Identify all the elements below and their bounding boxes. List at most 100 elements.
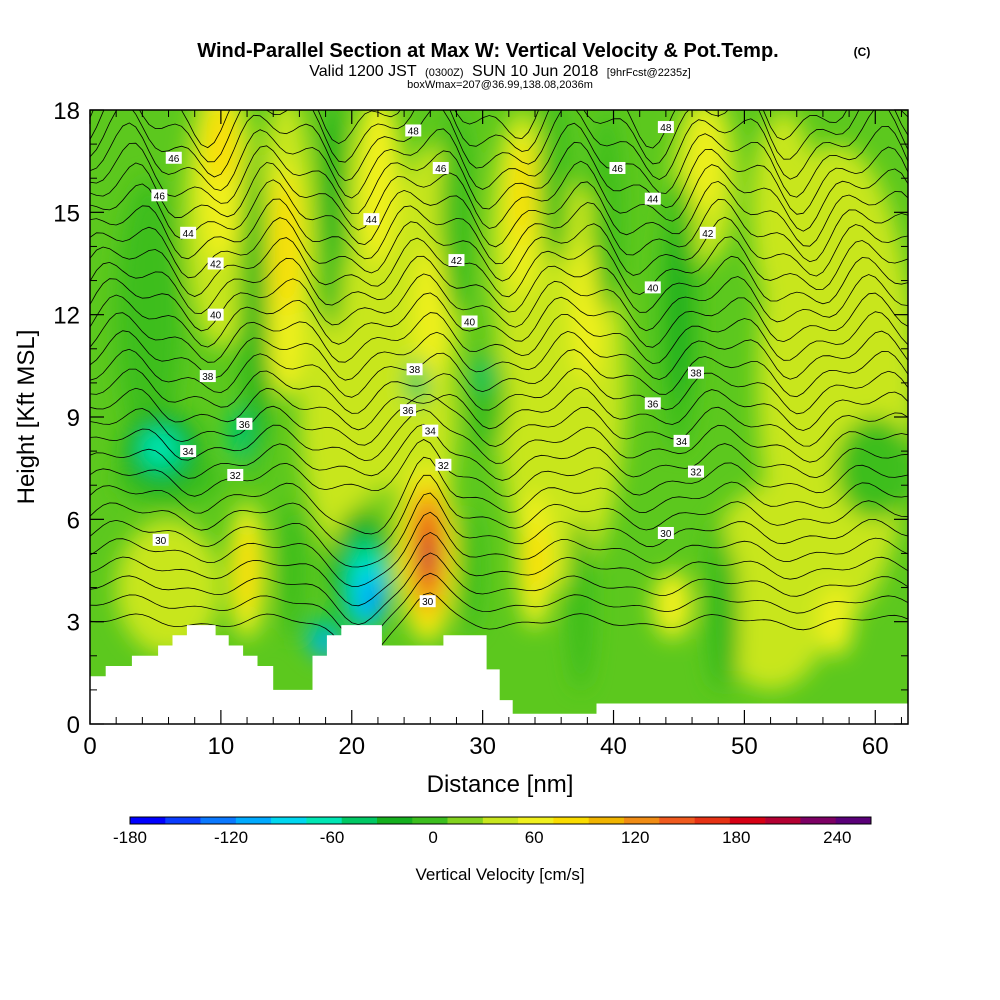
colorbar-swatch	[341, 817, 378, 824]
theta-contour-line	[90, 423, 908, 481]
theta-contour-line	[90, 110, 908, 182]
theta-contour-line	[90, 110, 908, 165]
contour-label: 38	[687, 366, 704, 380]
theta-contour-line	[90, 531, 908, 607]
plot-area: 48 48 46 46 46 46 44 44 44 42 42 42 40 40 40 38 38 38 36 36…	[90, 110, 908, 724]
x-tick-label: 40	[600, 733, 627, 760]
colorbar-frame	[129, 816, 872, 825]
contour-label: 46	[432, 161, 449, 175]
colorbar-swatch	[306, 817, 343, 824]
theta-contour-line	[90, 110, 908, 149]
svg-text:30: 30	[155, 536, 167, 547]
colorbar-swatch	[765, 817, 801, 824]
contour-label: 36	[400, 404, 417, 417]
x-tick-label: 10	[208, 733, 235, 760]
y-tick-label: 3	[67, 610, 80, 637]
colorbar-tick-label: -120	[214, 828, 248, 847]
svg-text:40: 40	[210, 311, 222, 322]
colorbar-swatch	[482, 817, 519, 824]
contour-label: 46	[165, 151, 182, 165]
contour-label: 30	[152, 533, 169, 547]
colorbar-swatch	[412, 817, 448, 824]
contour-label: 42	[207, 257, 224, 271]
x-axis-label: Distance [nm]	[427, 771, 574, 798]
contour-label: 48	[405, 124, 422, 137]
svg-text:44: 44	[183, 229, 195, 240]
colorbar-swatch	[165, 817, 201, 824]
contour-label: 44	[644, 192, 661, 206]
contour-label: 42	[448, 254, 465, 267]
contour-label: 32	[227, 468, 244, 482]
subtitle-forecast: [9hrFcst@2235z]	[607, 67, 691, 79]
theta-contour-line	[90, 292, 908, 348]
theta-contour-line	[90, 552, 908, 626]
svg-text:46: 46	[435, 164, 447, 175]
contour-label: 44	[363, 213, 380, 226]
svg-text:42: 42	[451, 256, 463, 267]
colorbar-tick-label: 60	[525, 828, 544, 847]
colorbar-tick-label: -180	[113, 828, 147, 847]
contour-label: 32	[435, 458, 452, 472]
x-tick-label: 50	[731, 733, 758, 760]
subtitle-date: SUN 10 Jun 2018	[472, 63, 598, 80]
svg-text:32: 32	[438, 461, 450, 472]
colorbar-label: Vertical Velocity [cm/s]	[415, 865, 584, 884]
x-tick-label: 20	[338, 733, 365, 760]
svg-text:46: 46	[154, 191, 166, 202]
colorbar-swatch	[271, 817, 307, 824]
svg-text:30: 30	[660, 529, 672, 540]
theta-contour-line	[90, 330, 908, 381]
svg-text:30: 30	[422, 597, 434, 608]
x-tick-label: 30	[469, 733, 496, 760]
theta-contour-line	[90, 409, 908, 464]
contour-label: 46	[609, 161, 626, 175]
svg-text:38: 38	[409, 365, 421, 376]
contour-label: 34	[422, 424, 439, 438]
svg-text:36: 36	[402, 406, 414, 417]
terrain	[90, 625, 908, 724]
svg-text:48: 48	[660, 123, 672, 134]
y-tick-label: 9	[67, 405, 80, 432]
colorbar-swatch	[447, 817, 484, 824]
theta-contour-line	[90, 439, 908, 497]
contour-label: 44	[180, 226, 197, 240]
theta-contour-line	[90, 393, 908, 447]
colorbar: -180 -120 -60 0 60 120 180 240	[113, 816, 872, 847]
x-tick-label: 60	[862, 733, 889, 760]
svg-text:36: 36	[647, 399, 659, 410]
theta-contour-line	[90, 236, 908, 298]
svg-text:36: 36	[239, 420, 251, 431]
y-tick-label: 15	[53, 200, 80, 227]
theta-contour-line	[90, 216, 908, 282]
contour-label: 38	[199, 370, 216, 383]
y-tick-label: 0	[67, 712, 80, 739]
x-axis: 0 10 20 30 40 50 60	[83, 110, 902, 760]
colorbar-swatch	[729, 817, 766, 824]
svg-text:40: 40	[464, 317, 476, 328]
colorbar-swatch	[835, 817, 872, 824]
svg-text:44: 44	[366, 215, 378, 226]
y-axis-label: Height [Kft MSL]	[13, 330, 40, 505]
colorbar-swatch	[377, 817, 413, 824]
colorbar-swatch	[659, 817, 695, 824]
theta-contour-line	[90, 572, 908, 643]
theta-contour-line	[90, 592, 908, 660]
svg-text:42: 42	[702, 229, 714, 240]
colorbar-swatch	[624, 817, 660, 824]
y-tick-label: 18	[53, 98, 80, 125]
contour-labels: 48 48 46 46 46 46 44 44 44 42 42 42 40 40 40 38 38 38 36 36…	[151, 121, 716, 608]
x-tick-label: 0	[83, 733, 96, 760]
contour-label: 40	[461, 315, 478, 328]
contour-label: 36	[644, 397, 661, 410]
contour-label: 30	[419, 595, 436, 608]
theta-contour-line	[90, 511, 908, 587]
chart-title: Wind-Parallel Section at Max W: Vertical…	[197, 40, 778, 62]
svg-text:34: 34	[183, 447, 195, 458]
theta-contour-line	[90, 255, 908, 315]
colorbar-tick-label: 240	[823, 828, 851, 847]
theta-contour-line	[90, 198, 908, 265]
colorbar-swatch	[235, 817, 272, 824]
colorbar-swatch	[518, 817, 554, 824]
contour-label: 40	[207, 308, 224, 322]
